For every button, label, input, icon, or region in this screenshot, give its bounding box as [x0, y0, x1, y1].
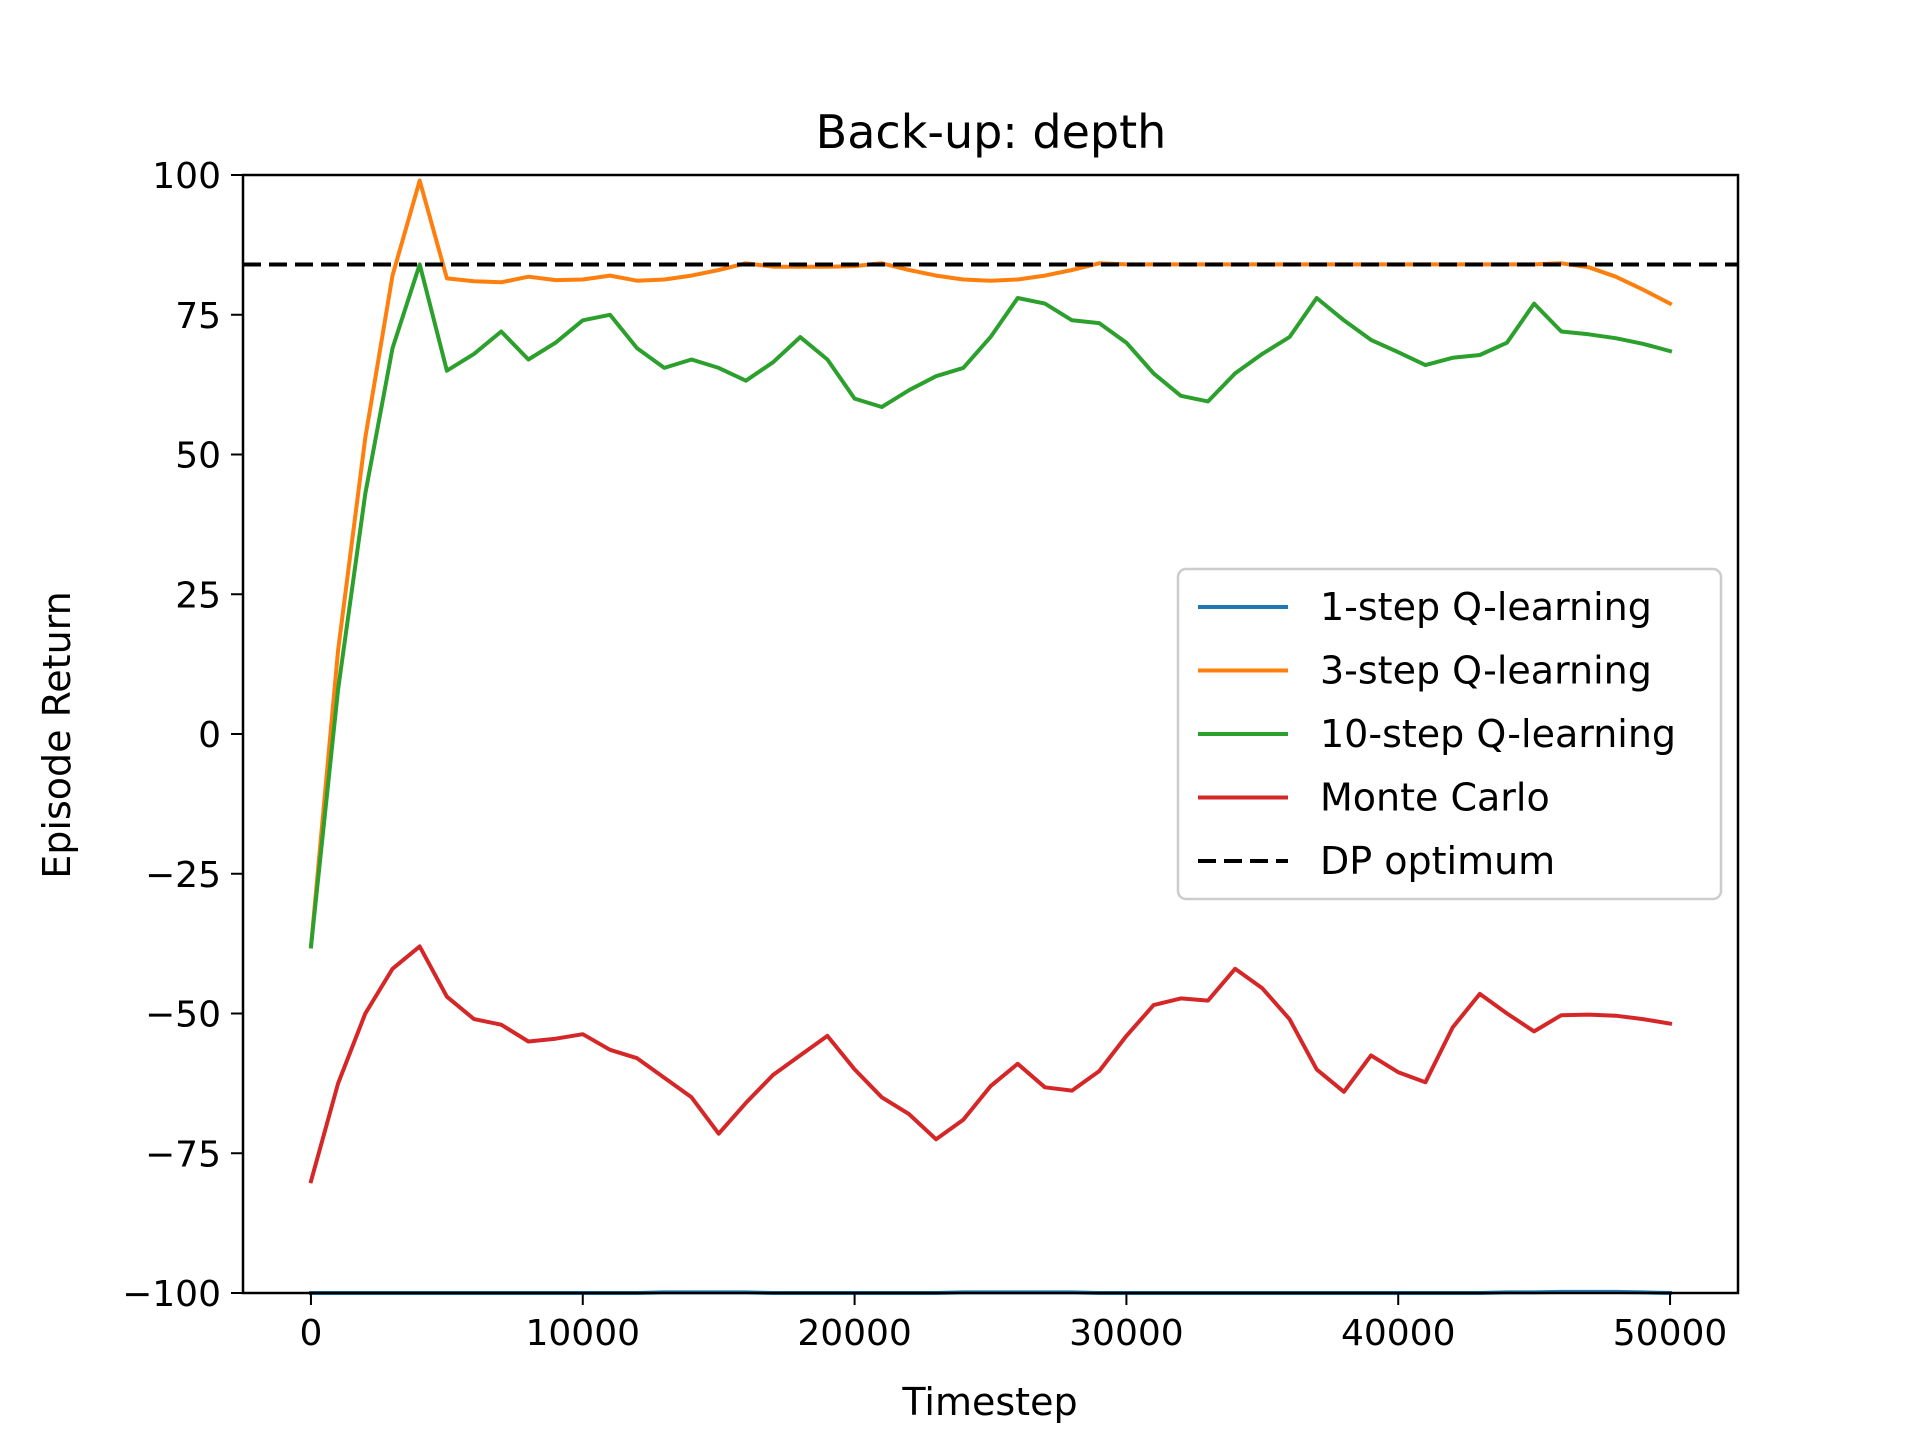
chart-title: Back-up: depth: [816, 105, 1167, 159]
legend-label: 10-step Q-learning: [1320, 712, 1676, 756]
legend-label: DP optimum: [1320, 839, 1555, 883]
x-axis-label: Timestep: [901, 1380, 1077, 1424]
x-tick-label: 50000: [1613, 1313, 1728, 1354]
x-tick-label: 0: [300, 1313, 323, 1354]
y-tick-label: 25: [175, 575, 221, 616]
plot-area: [241, 173, 1740, 1296]
legend-entry-1-step-q-learning: 1-step Q-learning: [1198, 585, 1652, 629]
legend-entry-3-step-q-learning: 3-step Q-learning: [1198, 649, 1652, 693]
y-axis: −100 −75 −50 −25 0 25 50 75 100: [122, 156, 243, 1315]
x-tick-label: 30000: [1069, 1313, 1184, 1354]
x-tick-label: 40000: [1341, 1313, 1456, 1354]
legend-entry-dp-optimum: DP optimum: [1198, 839, 1555, 883]
y-tick-label: 75: [175, 296, 221, 337]
y-tick-label: −25: [145, 855, 221, 896]
legend-label: Monte Carlo: [1320, 776, 1550, 820]
y-tick-label: 50: [175, 436, 221, 477]
x-tick-label: 10000: [526, 1313, 641, 1354]
monte-carlo-line: [308, 944, 1673, 1184]
x-tick-label: 20000: [797, 1313, 912, 1354]
y-tick-label: −50: [145, 995, 221, 1036]
legend-label: 3-step Q-learning: [1320, 649, 1652, 693]
legend-box: [1176, 567, 1723, 901]
y-tick-label: −100: [122, 1274, 221, 1315]
legend: 1-step Q-learning 3-step Q-learning 10-ste…: [1176, 567, 1723, 901]
y-tick-label: −75: [145, 1134, 221, 1175]
y-tick-label: 0: [198, 715, 221, 756]
legend-entries: 1-step Q-learning 3-step Q-learning 10-ste…: [1198, 585, 1676, 883]
y-tick-label: 100: [152, 156, 221, 197]
x-axis: 0 10000 20000 30000 40000 50000: [300, 1293, 1728, 1354]
y-axis-label: Episode Return: [35, 591, 79, 878]
legend-entry-monte-carlo: Monte Carlo: [1198, 776, 1550, 820]
legend-label: 1-step Q-learning: [1320, 585, 1652, 629]
legend-entry-10-step-q-learning: 10-step Q-learning: [1198, 712, 1676, 756]
10-step-q-learning-line: [308, 262, 1673, 949]
